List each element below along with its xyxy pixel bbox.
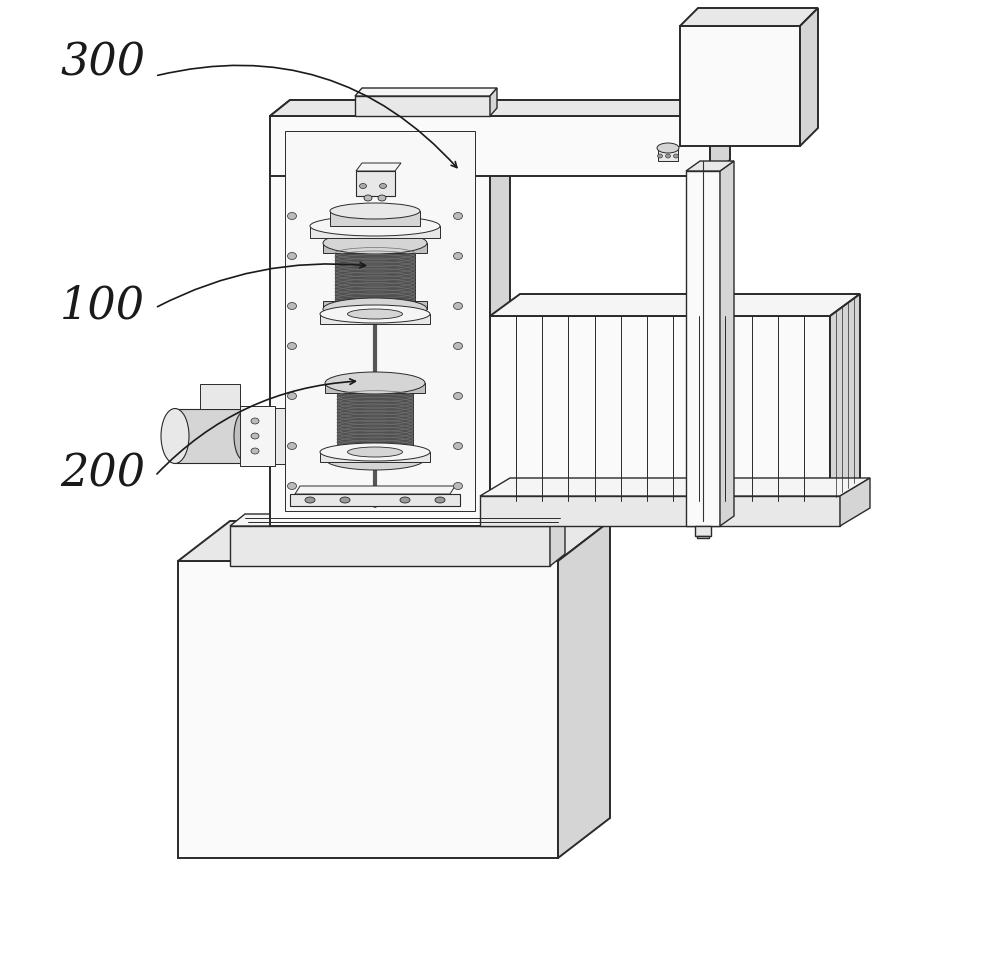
- Ellipse shape: [348, 447, 402, 457]
- Ellipse shape: [348, 309, 402, 319]
- Ellipse shape: [360, 184, 366, 188]
- Polygon shape: [325, 451, 425, 459]
- Bar: [285, 131, 475, 511]
- Polygon shape: [240, 406, 275, 466]
- Ellipse shape: [288, 393, 296, 400]
- Ellipse shape: [340, 497, 350, 503]
- Polygon shape: [355, 88, 497, 96]
- Ellipse shape: [454, 443, 462, 449]
- Ellipse shape: [454, 212, 462, 220]
- Ellipse shape: [658, 154, 662, 158]
- Ellipse shape: [323, 298, 427, 320]
- Ellipse shape: [364, 195, 372, 201]
- Polygon shape: [295, 486, 455, 494]
- Ellipse shape: [666, 154, 670, 158]
- Polygon shape: [270, 100, 730, 116]
- Polygon shape: [175, 409, 245, 463]
- Polygon shape: [558, 521, 610, 858]
- Polygon shape: [275, 408, 285, 464]
- Polygon shape: [356, 163, 401, 171]
- Text: 100: 100: [60, 285, 145, 328]
- Polygon shape: [320, 452, 430, 462]
- Polygon shape: [490, 88, 497, 116]
- Polygon shape: [178, 561, 558, 858]
- Ellipse shape: [657, 143, 679, 153]
- Ellipse shape: [310, 216, 440, 236]
- Text: 200: 200: [60, 452, 145, 495]
- Ellipse shape: [325, 372, 425, 394]
- Polygon shape: [710, 100, 730, 176]
- Ellipse shape: [454, 302, 462, 310]
- Polygon shape: [230, 526, 550, 566]
- Polygon shape: [686, 161, 734, 171]
- Ellipse shape: [320, 443, 430, 461]
- Ellipse shape: [380, 184, 386, 188]
- Polygon shape: [270, 116, 710, 176]
- Text: 300: 300: [60, 41, 145, 84]
- Ellipse shape: [400, 497, 410, 503]
- Ellipse shape: [454, 483, 462, 489]
- Ellipse shape: [251, 418, 259, 424]
- Ellipse shape: [161, 408, 189, 464]
- Polygon shape: [830, 294, 860, 501]
- Polygon shape: [490, 294, 860, 316]
- Polygon shape: [356, 171, 395, 196]
- Polygon shape: [320, 314, 430, 324]
- Polygon shape: [178, 521, 610, 561]
- Bar: [200, 384, 240, 409]
- Ellipse shape: [251, 433, 259, 439]
- Polygon shape: [323, 243, 427, 253]
- Ellipse shape: [288, 342, 296, 350]
- Polygon shape: [695, 526, 711, 536]
- Polygon shape: [840, 478, 870, 526]
- Ellipse shape: [288, 483, 296, 489]
- Ellipse shape: [454, 393, 462, 400]
- Polygon shape: [480, 496, 840, 526]
- Ellipse shape: [288, 212, 296, 220]
- Polygon shape: [325, 383, 425, 393]
- Ellipse shape: [234, 411, 256, 461]
- Ellipse shape: [454, 342, 462, 350]
- Ellipse shape: [325, 448, 425, 470]
- Ellipse shape: [330, 203, 420, 219]
- Polygon shape: [480, 478, 870, 496]
- Polygon shape: [686, 171, 720, 526]
- Polygon shape: [720, 161, 734, 526]
- Polygon shape: [355, 96, 490, 116]
- Polygon shape: [230, 514, 565, 526]
- Polygon shape: [680, 26, 800, 146]
- Polygon shape: [680, 8, 818, 26]
- Polygon shape: [290, 494, 460, 506]
- Polygon shape: [335, 253, 415, 301]
- Ellipse shape: [323, 232, 427, 254]
- Polygon shape: [800, 8, 818, 146]
- Polygon shape: [323, 301, 427, 309]
- Polygon shape: [270, 116, 490, 526]
- Polygon shape: [550, 514, 565, 566]
- Polygon shape: [490, 316, 830, 501]
- Ellipse shape: [378, 195, 386, 201]
- Ellipse shape: [288, 443, 296, 449]
- Polygon shape: [270, 100, 510, 116]
- Ellipse shape: [288, 302, 296, 310]
- Polygon shape: [310, 226, 440, 238]
- Polygon shape: [337, 393, 413, 451]
- Ellipse shape: [288, 252, 296, 259]
- Polygon shape: [658, 148, 678, 161]
- Ellipse shape: [320, 305, 430, 323]
- Polygon shape: [330, 211, 420, 226]
- Polygon shape: [697, 536, 709, 538]
- Ellipse shape: [435, 497, 445, 503]
- Ellipse shape: [251, 448, 259, 454]
- Ellipse shape: [454, 252, 462, 259]
- Polygon shape: [490, 100, 510, 526]
- Ellipse shape: [674, 154, 678, 158]
- Ellipse shape: [305, 497, 315, 503]
